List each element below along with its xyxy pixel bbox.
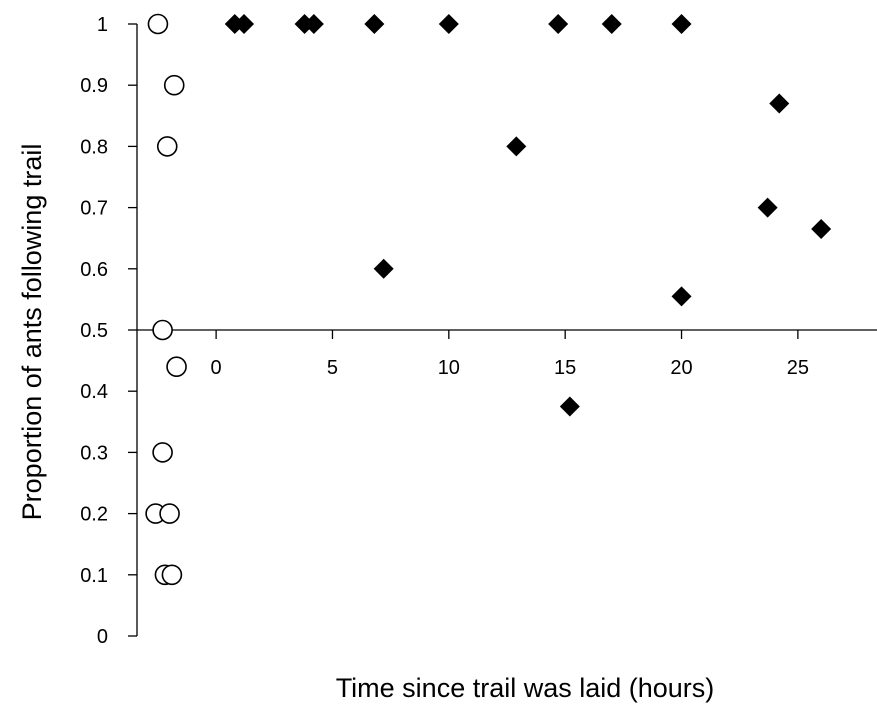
x-tick-label: 25 xyxy=(787,357,809,379)
x-tick-label: 0 xyxy=(211,357,222,379)
y-tick-label: 0.3 xyxy=(80,442,108,464)
y-ticks: 0 0.1 0.2 0.3 0.4 0.5 0.6 0.7 0.8 0.9 1 xyxy=(80,14,137,648)
open-circle-point xyxy=(152,319,173,341)
open-circle-point xyxy=(152,442,173,463)
data-points xyxy=(145,13,832,586)
y-tick-label: 0.5 xyxy=(80,320,108,342)
x-tick-label: 10 xyxy=(438,357,460,379)
x-tick-label: 20 xyxy=(670,357,692,379)
diamond-point xyxy=(671,14,692,34)
y-axis-title: Proportion of ants following trail xyxy=(17,144,47,521)
diamond-point xyxy=(548,14,569,34)
diamond-point xyxy=(559,396,580,417)
y-tick-label: 0.6 xyxy=(80,259,108,281)
x-tick-label: 5 xyxy=(327,357,338,379)
x-axis-title: Time since trail was laid (hours) xyxy=(336,673,715,703)
open-circle-point xyxy=(159,503,180,524)
open-circle-point xyxy=(163,74,185,96)
diamond-point xyxy=(671,286,692,307)
diamond-point xyxy=(234,14,255,34)
diamond-point xyxy=(506,136,527,157)
open-circle-point xyxy=(147,13,169,35)
y-tick-label: 0.9 xyxy=(80,75,108,97)
diamond-point xyxy=(601,14,622,34)
x-tick-label: 15 xyxy=(554,357,576,379)
y-tick-label: 0.2 xyxy=(80,504,108,526)
diamond-point xyxy=(811,219,832,240)
y-tick-label: 0 xyxy=(97,626,108,648)
diamond-point xyxy=(373,258,394,279)
diamond-point xyxy=(757,197,778,218)
x-ticks: 0 5 10 15 20 25 xyxy=(211,330,809,379)
diamond-point xyxy=(438,14,459,34)
open-circle-point xyxy=(166,356,187,378)
diamond-point xyxy=(364,14,385,34)
y-tick-label: 0.7 xyxy=(80,198,108,220)
y-tick-label: 0.1 xyxy=(80,565,108,587)
open-circle-point xyxy=(156,136,178,157)
y-tick-label: 1 xyxy=(97,14,108,36)
axes xyxy=(136,24,877,636)
y-tick-label: 0.4 xyxy=(80,381,108,403)
diamond-point xyxy=(769,93,790,114)
y-tick-label: 0.8 xyxy=(80,136,108,158)
open-circle-point xyxy=(161,564,183,586)
diamond-point xyxy=(303,14,324,34)
